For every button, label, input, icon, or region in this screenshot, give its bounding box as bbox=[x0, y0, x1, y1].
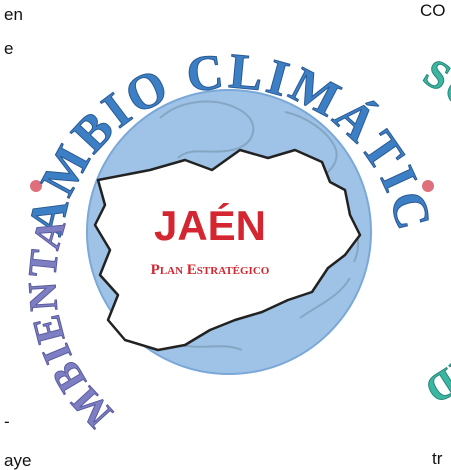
logo-title: JAÉN bbox=[154, 202, 266, 249]
province-map-shape bbox=[93, 148, 362, 352]
logo-subtitle: Plan Estratégico bbox=[151, 262, 270, 278]
page-text-fragment: - bbox=[4, 412, 10, 431]
decorative-dot bbox=[422, 180, 434, 192]
page-text-fragment: tr bbox=[432, 449, 443, 468]
arc-title-right: SOSTENIBILIDAD bbox=[416, 50, 451, 415]
page-text-fragment: aye bbox=[4, 451, 32, 470]
page-text-fragment: e bbox=[4, 39, 14, 58]
page-text-fragment: co bbox=[420, 1, 446, 20]
decorative-dot bbox=[30, 180, 42, 192]
page-text-fragment: en bbox=[4, 5, 23, 24]
